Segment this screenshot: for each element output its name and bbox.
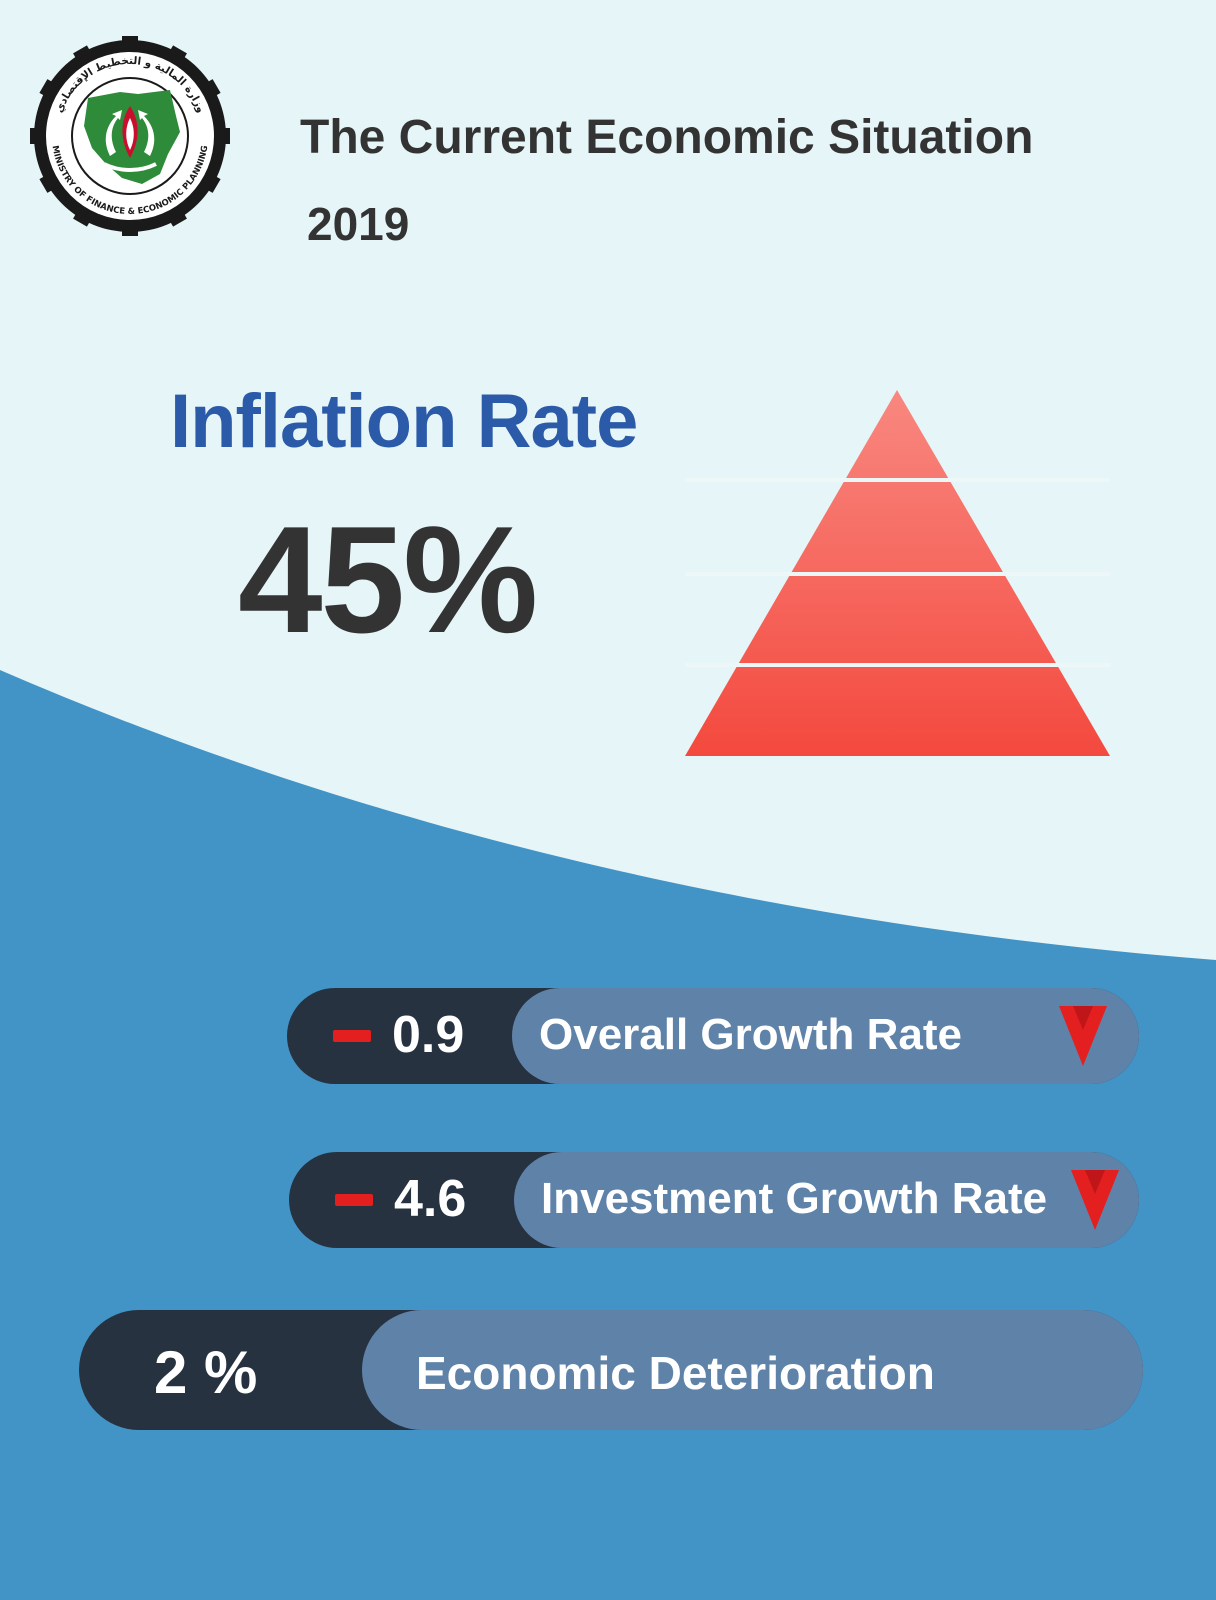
overall-growth-rate-card: 0.9 Overall Growth Rate <box>287 988 1139 1084</box>
investment-growth-rate-value: 4.6 <box>394 1170 467 1228</box>
overall-growth-rate-value: 0.9 <box>392 1006 465 1064</box>
minus-sign-icon <box>333 1030 371 1042</box>
down-arrow-icon <box>1059 1006 1107 1066</box>
economic-deterioration-label: Economic Deterioration <box>416 1347 935 1399</box>
pyramid-icon <box>685 390 1110 756</box>
page-title: The Current Economic Situation <box>300 111 1034 164</box>
overall-growth-rate-label: Overall Growth Rate <box>539 1010 963 1059</box>
pill-label-background <box>512 988 1139 1084</box>
pill-label-background <box>362 1310 1143 1430</box>
economic-deterioration-value: 2 % <box>154 1339 258 1406</box>
economic-deterioration-card: 2 % Economic Deterioration <box>79 1310 1143 1430</box>
inflation-rate-label: Inflation Rate <box>170 379 638 464</box>
ministry-logo: وزارة المالية و التخطيط الإقتصادي MINIST… <box>30 36 230 236</box>
pill-label-background <box>514 1152 1139 1248</box>
inflation-rate-value: 45% <box>238 495 538 665</box>
down-arrow-icon <box>1071 1170 1119 1230</box>
investment-growth-rate-label: Investment Growth Rate <box>541 1174 1048 1223</box>
investment-growth-rate-card: 4.6 Investment Growth Rate <box>289 1152 1139 1248</box>
page-year: 2019 <box>307 198 410 250</box>
minus-sign-icon <box>335 1194 373 1206</box>
